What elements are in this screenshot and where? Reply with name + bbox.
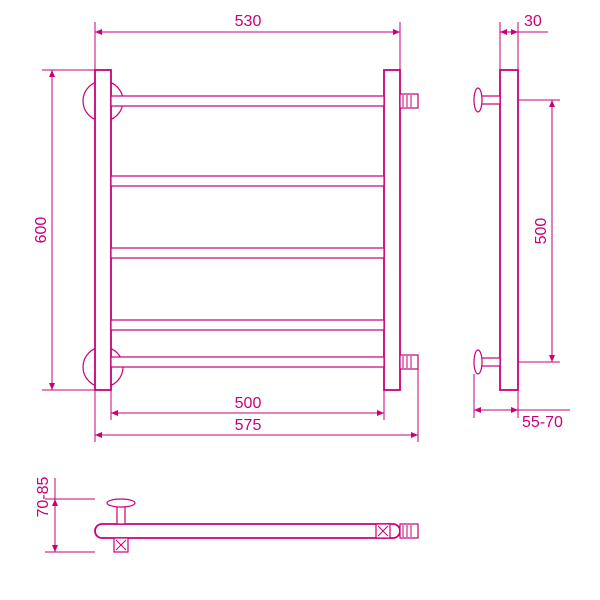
dim-top-width: 530 [95, 13, 400, 70]
dim-inner-width-label: 500 [235, 395, 262, 412]
drawing-canvas: 530 600 500 575 30 [0, 0, 600, 600]
dim-topview-height: 70-85 [35, 476, 95, 552]
dim-side-depth: 55-70 [474, 374, 570, 431]
dim-top-width-label: 530 [235, 13, 262, 30]
dim-outer-width-label: 575 [235, 417, 262, 434]
dim-side-height: 500 [518, 100, 560, 362]
dim-bottom-widths: 500 575 [95, 362, 418, 442]
front-view [83, 70, 418, 390]
dim-side-height-label: 500 [533, 218, 550, 245]
dim-topview-height-label: 70-85 [35, 476, 52, 517]
top-view [95, 499, 418, 552]
dim-side-top-label: 30 [524, 13, 542, 30]
dim-left-height: 600 [33, 70, 95, 390]
side-view [474, 70, 518, 390]
dim-side-depth-label: 55-70 [522, 414, 563, 431]
dim-side-top: 30 [500, 13, 548, 70]
dim-left-height-label: 600 [33, 217, 50, 244]
